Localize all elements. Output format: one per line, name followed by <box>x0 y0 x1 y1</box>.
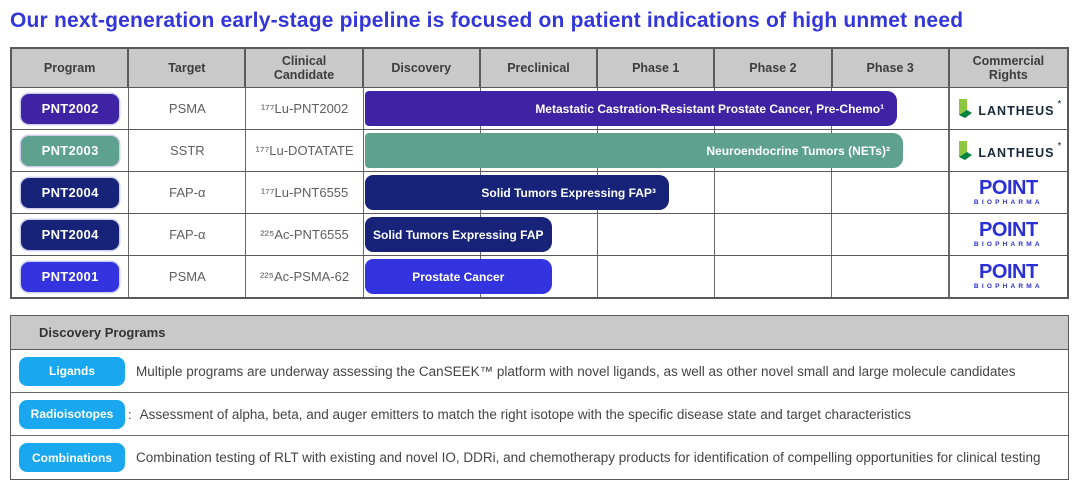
indication-bar: Solid Tumors Expressing FAP <box>364 217 552 252</box>
table-row: PNT2001 PSMA ²²⁵Ac-PSMA-62 Prostate Canc… <box>12 255 1067 297</box>
program-badge: PNT2004 <box>21 219 120 250</box>
phase-cell-phase3 <box>832 172 949 213</box>
discovery-row: Radioisotopes : Assessment of alpha, bet… <box>11 393 1068 436</box>
point-logo-text: POINT <box>979 219 1038 242</box>
lantheus-asterisk: * <box>1057 140 1062 152</box>
pipeline-table: Program Target Clinical Candidate Discov… <box>10 47 1069 299</box>
phase-cell-phase3 <box>832 256 949 297</box>
column-header-discovery: Discovery <box>364 49 481 87</box>
candidate-cell: ¹⁷⁷Lu-PNT2002 <box>246 88 364 129</box>
phase-cell-preclinical <box>481 256 598 297</box>
point-logo-subtext: BIOPHARMA <box>973 241 1043 249</box>
phase-cell-phase3 <box>832 214 949 255</box>
lantheus-logo: LANTHEUS * <box>955 98 1061 120</box>
table-row: PNT2004 FAP-α ¹⁷⁷Lu-PNT6555 Solid Tumors… <box>12 171 1067 213</box>
combinations-badge: Combinations <box>19 443 125 472</box>
partner-cell: POINT BIOPHARMA <box>950 256 1067 297</box>
candidate-cell: ¹⁷⁷Lu-PNT6555 <box>246 172 364 213</box>
point-logo-text: POINT <box>979 261 1038 284</box>
indication-bar: Solid Tumors Expressing FAP³ <box>364 175 669 210</box>
phase-cell-phase2 <box>715 214 832 255</box>
table-header-row: Program Target Clinical Candidate Discov… <box>12 49 1067 87</box>
target-cell: SSTR <box>129 130 247 171</box>
column-header-target: Target <box>129 49 247 87</box>
point-logo-text: POINT <box>979 177 1038 200</box>
lantheus-logo: LANTHEUS * <box>955 140 1061 162</box>
program-cell: PNT2004 <box>12 172 130 213</box>
column-header-phase1: Phase 1 <box>598 49 716 87</box>
table-row: PNT2003 SSTR ¹⁷⁷Lu-DOTATATE Neuroendocri… <box>12 129 1067 171</box>
phase-area: Neuroendocrine Tumors (NETs)² <box>364 130 950 171</box>
discovery-programs-section: Discovery Programs Ligands Multiple prog… <box>10 315 1069 480</box>
program-badge: PNT2004 <box>21 177 120 208</box>
table-row: PNT2004 FAP-α ²²⁵Ac-PNT6555 Solid Tumors… <box>12 213 1067 255</box>
phase-cell-phase1 <box>598 172 715 213</box>
phase-cell-preclinical <box>481 214 598 255</box>
discovery-description: Combination testing of RLT with existing… <box>136 450 1041 465</box>
program-cell: PNT2003 <box>12 130 130 171</box>
ligands-badge: Ligands <box>19 356 125 386</box>
program-cell: PNT2002 <box>12 88 130 129</box>
partner-cell: LANTHEUS * <box>950 130 1067 171</box>
candidate-cell: ²²⁵Ac-PNT6555 <box>246 214 364 255</box>
point-biopharma-logo: POINT BIOPHARMA <box>974 262 1043 291</box>
indication-bar: Prostate Cancer <box>364 259 552 294</box>
indication-bar: Neuroendocrine Tumors (NETs)² <box>364 133 903 168</box>
point-logo-subtext: BIOPHARMA <box>973 199 1043 207</box>
phase-cell-phase3 <box>832 88 949 129</box>
discovery-programs-header: Discovery Programs <box>11 316 1068 350</box>
phase-cell-phase2 <box>715 256 832 297</box>
point-logo-subtext: BIOPHARMA <box>973 283 1043 291</box>
phase-cell-phase1 <box>598 214 715 255</box>
column-header-program: Program <box>12 49 130 87</box>
phase-area: Prostate Cancer <box>364 256 950 297</box>
partner-cell: POINT BIOPHARMA <box>950 214 1067 255</box>
column-header-preclinical: Preclinical <box>481 49 599 87</box>
table-row: PNT2002 PSMA ¹⁷⁷Lu-PNT2002 Metastatic Ca… <box>12 87 1067 129</box>
program-cell: PNT2001 <box>12 256 130 297</box>
discovery-description: Assessment of alpha, beta, and auger emi… <box>139 406 912 422</box>
column-header-phase2: Phase 2 <box>715 49 833 87</box>
discovery-description: Multiple programs are underway assessing… <box>136 363 1016 379</box>
lantheus-logo-text: LANTHEUS <box>978 145 1055 160</box>
partner-cell: POINT BIOPHARMA <box>950 172 1067 213</box>
page-title: Our next-generation early-stage pipeline… <box>10 9 964 32</box>
target-cell: FAP-α <box>129 214 247 255</box>
program-cell: PNT2004 <box>12 214 130 255</box>
radioisotopes-badge: Radioisotopes <box>19 399 125 429</box>
lantheus-asterisk: * <box>1057 98 1062 110</box>
column-header-phase3: Phase 3 <box>833 49 950 87</box>
lantheus-logo-text: LANTHEUS <box>978 103 1055 118</box>
candidate-cell: ²²⁵Ac-PSMA-62 <box>246 256 364 297</box>
discovery-row: Ligands Multiple programs are underway a… <box>11 350 1068 393</box>
target-cell: PSMA <box>129 256 247 297</box>
point-biopharma-logo: POINT BIOPHARMA <box>974 220 1043 249</box>
program-badge: PNT2001 <box>21 261 120 292</box>
phase-cell-phase2 <box>715 172 832 213</box>
column-header-commercial-rights: Commercial Rights <box>972 53 1045 82</box>
candidate-cell: ¹⁷⁷Lu-DOTATATE <box>246 130 364 171</box>
lantheus-flag-icon <box>959 98 973 118</box>
discovery-row: Combinations Combination testing of RLT … <box>11 436 1068 479</box>
phase-cell-phase3 <box>832 130 949 171</box>
point-biopharma-logo: POINT BIOPHARMA <box>974 178 1043 207</box>
target-cell: FAP-α <box>129 172 247 213</box>
lantheus-flag-icon <box>959 140 973 160</box>
program-badge: PNT2003 <box>21 135 120 166</box>
program-badge: PNT2002 <box>21 93 120 124</box>
partner-cell: LANTHEUS * <box>950 88 1067 129</box>
phase-area: Solid Tumors Expressing FAP <box>364 214 950 255</box>
indication-bar: Metastatic Castration-Resistant Prostate… <box>364 91 898 126</box>
phase-area: Metastatic Castration-Resistant Prostate… <box>364 88 950 129</box>
phase-area: Solid Tumors Expressing FAP³ <box>364 172 950 213</box>
column-header-clinical-candidate: Clinical Candidate <box>246 49 364 87</box>
phase-cell-phase1 <box>598 256 715 297</box>
target-cell: PSMA <box>129 88 247 129</box>
separator: : <box>128 406 132 422</box>
